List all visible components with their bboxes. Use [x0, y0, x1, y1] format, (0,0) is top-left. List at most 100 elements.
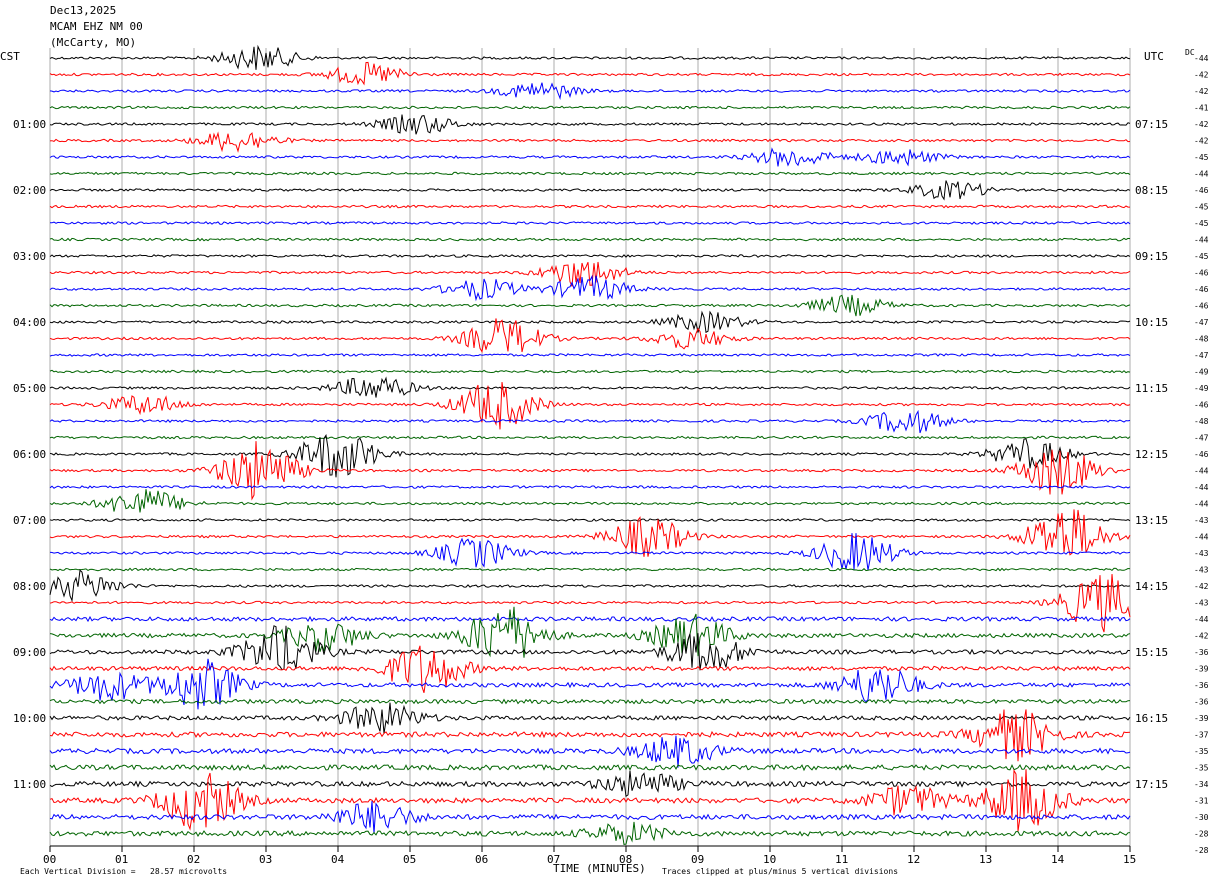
- seismic-trace: [49, 409, 1131, 434]
- left-hour-label: 09:00: [13, 646, 46, 659]
- seismic-trace: [49, 625, 1131, 671]
- dc-offset-label: -43: [1194, 549, 1209, 558]
- dc-offset-label: -36: [1194, 648, 1209, 657]
- seismic-trace: [49, 382, 1131, 430]
- x-tick-label: 01: [115, 853, 128, 866]
- seismic-trace: [49, 433, 1131, 478]
- seismic-trace: [49, 221, 1131, 225]
- trace-group: [49, 44, 1131, 845]
- dc-offset-label: -46: [1194, 302, 1209, 311]
- seismic-trace: [49, 768, 1131, 832]
- seismic-trace: [49, 606, 1131, 658]
- dc-offset-label: -46: [1194, 401, 1209, 410]
- dc-offset-label: -45: [1194, 203, 1209, 212]
- left-hour-label: 10:00: [13, 712, 46, 725]
- dc-offset-label: -44: [1194, 500, 1209, 509]
- right-hour-label: 11:15: [1135, 382, 1168, 395]
- seismic-trace: [49, 180, 1131, 201]
- left-hour-label: 03:00: [13, 250, 46, 263]
- x-tick-label: 08: [619, 853, 632, 866]
- dc-offset-label: -48: [1194, 417, 1209, 426]
- seismic-trace: [49, 485, 1131, 489]
- seismic-trace: [49, 801, 1131, 834]
- seismic-trace: [49, 353, 1131, 357]
- station-code: MCAM EHZ NM 00: [50, 20, 143, 33]
- seismic-trace: [49, 441, 1131, 501]
- clip-note: Traces clipped at plus/minus 5 vertical …: [662, 867, 899, 876]
- dc-offset-label: -47: [1194, 318, 1209, 327]
- seismic-trace: [49, 294, 1131, 317]
- dc-offset-label: -42: [1194, 120, 1209, 129]
- right-hour-label: 09:15: [1135, 250, 1168, 263]
- dc-offset-label: -44: [1194, 533, 1209, 542]
- seismic-trace: [49, 821, 1131, 845]
- x-tick-label: 07: [547, 853, 560, 866]
- x-tick-label: 00: [43, 853, 56, 866]
- station-location: (McCarty, MO): [50, 36, 137, 49]
- seismic-trace: [49, 82, 1131, 100]
- dc-offset-label: -34: [1194, 780, 1209, 789]
- scale-note: Each Vertical Division = 28.57 microvolt…: [20, 867, 228, 876]
- left-hour-label: 05:00: [13, 382, 46, 395]
- dc-offset-label: -46: [1194, 450, 1209, 459]
- seismic-trace: [49, 310, 1131, 334]
- seismic-trace: [49, 131, 1131, 153]
- left-hour-label: 01:00: [13, 118, 46, 131]
- left-hour-label: 02:00: [13, 184, 46, 197]
- seismic-trace: [49, 171, 1131, 176]
- right-hour-label: 07:15: [1135, 118, 1168, 131]
- x-tick-label: 03: [259, 853, 272, 866]
- dc-offset-label: -46: [1194, 285, 1209, 294]
- left-hour-label: 04:00: [13, 316, 46, 329]
- x-tick-label: 14: [1051, 853, 1065, 866]
- seismic-trace: [49, 376, 1131, 398]
- dc-offset-label: -39: [1194, 665, 1209, 674]
- seismic-trace: [49, 698, 1131, 705]
- seismic-trace: [49, 509, 1131, 557]
- seismic-trace: [49, 533, 1131, 571]
- seismic-trace: [49, 254, 1131, 258]
- dc-offset-label: -47: [1194, 434, 1209, 443]
- right-hour-label: 17:15: [1135, 778, 1168, 791]
- vertical-grid: [49, 48, 1131, 846]
- dc-offset-label: -35: [1194, 764, 1209, 773]
- x-tick-label: 15: [1123, 853, 1136, 866]
- right-hour-label: 10:15: [1135, 316, 1168, 329]
- x-tick-label: 11: [835, 853, 848, 866]
- x-tick-label: 06: [475, 853, 488, 866]
- dc-offset-label: -39: [1194, 714, 1209, 723]
- dc-offset-label: -42: [1194, 71, 1209, 80]
- right-hour-label: 14:15: [1135, 580, 1168, 593]
- dc-offset-label: -49: [1194, 368, 1209, 377]
- dc-offset-label: -31: [1194, 797, 1209, 806]
- dc-offset-label: -44: [1194, 483, 1209, 492]
- dc-offset-label: -42: [1194, 632, 1209, 641]
- x-tick-label: 05: [403, 853, 416, 866]
- seismic-trace: [49, 44, 1131, 70]
- seismic-trace: [49, 567, 1131, 572]
- seismic-trace: [49, 489, 1131, 513]
- dc-offset-label: -43: [1194, 516, 1209, 525]
- right-hour-label: 15:15: [1135, 646, 1168, 659]
- x-tick-label: 13: [979, 853, 992, 866]
- seismic-trace: [49, 770, 1131, 798]
- dc-offset-label: -44: [1194, 170, 1209, 179]
- seismic-trace: [49, 709, 1131, 762]
- dc-offset-label: -30: [1194, 813, 1209, 822]
- right-hour-label: 13:15: [1135, 514, 1168, 527]
- left-hour-label: 06:00: [13, 448, 46, 461]
- dc-offset-label: -35: [1194, 747, 1209, 756]
- dc-offset-label: -43: [1194, 566, 1209, 575]
- seismic-trace: [49, 105, 1131, 110]
- seismic-trace: [49, 204, 1130, 209]
- dc-offset-label: -42: [1194, 582, 1209, 591]
- dc-offset-label: -44: [1194, 236, 1209, 245]
- x-tick-label: 10: [763, 853, 776, 866]
- x-tick-label: 02: [187, 853, 200, 866]
- dc-offset-label: -42: [1194, 137, 1209, 146]
- dc-offset-label: -46: [1194, 269, 1209, 278]
- x-tick-label: 04: [331, 853, 345, 866]
- dc-offset-label: -28: [1194, 846, 1209, 855]
- dc-offset-label: -41: [1194, 104, 1209, 113]
